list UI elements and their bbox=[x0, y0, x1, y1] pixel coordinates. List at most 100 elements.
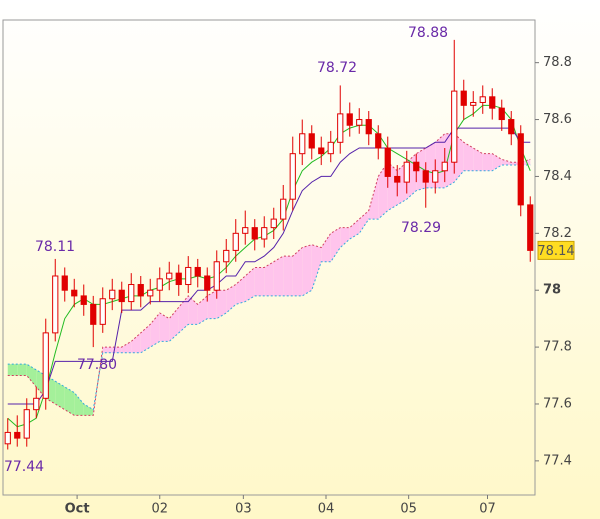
cloud-segment bbox=[292, 247, 303, 296]
y-tick-label: 78 bbox=[543, 283, 561, 298]
y-tick-label: 77.4 bbox=[543, 453, 572, 468]
candle-body bbox=[432, 170, 439, 183]
cloud-segment bbox=[159, 312, 170, 342]
candle-body bbox=[394, 175, 401, 183]
candle-body bbox=[33, 397, 40, 411]
cloud-segment bbox=[216, 290, 227, 319]
cloud-segment bbox=[102, 347, 113, 353]
plot-frame bbox=[2, 19, 536, 496]
candle-body bbox=[489, 96, 496, 109]
candle-body bbox=[508, 119, 515, 135]
candle-body bbox=[346, 113, 353, 126]
price-annotation: 78.29 bbox=[401, 220, 441, 236]
cloud-segment bbox=[83, 403, 94, 416]
candle-body bbox=[109, 289, 116, 300]
x-tick-label: 05 bbox=[400, 502, 417, 517]
x-tick-label: 03 bbox=[235, 502, 252, 517]
cloud-segment bbox=[7, 364, 18, 376]
x-tick-label: Oct bbox=[65, 502, 90, 517]
candle-body bbox=[470, 101, 477, 106]
cloud-edge bbox=[7, 164, 531, 411]
candle-body bbox=[270, 218, 277, 229]
candle-body bbox=[14, 431, 21, 439]
cloud-segment bbox=[169, 307, 179, 342]
price-annotation: 77.44 bbox=[4, 459, 44, 475]
candle-body bbox=[166, 272, 173, 280]
candle-body bbox=[356, 119, 363, 126]
cloud-segment bbox=[482, 153, 493, 171]
candle-body bbox=[479, 96, 486, 103]
cloud-segment bbox=[140, 324, 151, 353]
cloud-segment bbox=[273, 256, 284, 296]
cloud-segment bbox=[64, 386, 75, 416]
price-annotation: 78.11 bbox=[35, 239, 75, 255]
candle-body bbox=[185, 266, 192, 286]
candle-body bbox=[147, 289, 154, 297]
candle-body bbox=[384, 147, 391, 177]
candle-body bbox=[61, 275, 68, 291]
candle-body bbox=[118, 289, 125, 303]
candle-body bbox=[375, 133, 382, 149]
price-annotation: 78.88 bbox=[408, 25, 448, 41]
cloud-segment bbox=[188, 295, 198, 325]
cloud-segment bbox=[283, 256, 293, 296]
candle-body bbox=[498, 107, 505, 121]
last-price-box bbox=[537, 240, 575, 260]
candle-body bbox=[223, 249, 230, 263]
candle-body bbox=[4, 431, 11, 445]
candle-body bbox=[337, 113, 344, 143]
indicator-line bbox=[7, 127, 531, 405]
candle-body bbox=[232, 232, 239, 251]
cloud-segment bbox=[197, 295, 208, 325]
y-tick-label: 78.6 bbox=[543, 112, 572, 127]
cloud-segment bbox=[264, 261, 274, 296]
cloud-segment bbox=[501, 159, 512, 166]
candle-body bbox=[80, 295, 87, 305]
cloud-segment bbox=[349, 219, 360, 240]
cloud-segment bbox=[17, 364, 27, 376]
cloud-segment bbox=[359, 210, 369, 234]
cloud-segment bbox=[74, 392, 84, 416]
y-tick-label: 77.6 bbox=[543, 396, 572, 411]
cloud-segment bbox=[330, 227, 341, 262]
cloud-segment bbox=[131, 332, 141, 353]
candle-body bbox=[403, 161, 410, 183]
candle-body bbox=[23, 409, 30, 439]
candle-body bbox=[422, 170, 429, 183]
candle-body bbox=[517, 133, 524, 206]
candle-body bbox=[71, 289, 78, 297]
cloud-segment bbox=[235, 275, 246, 305]
candle-body bbox=[99, 298, 106, 325]
candle-body bbox=[318, 147, 325, 155]
candle-body bbox=[441, 161, 448, 172]
cloud-segment bbox=[463, 142, 474, 171]
candle-body bbox=[280, 198, 287, 220]
cloud-segment bbox=[55, 381, 65, 410]
candle-body bbox=[365, 119, 372, 135]
price-annotation: 77.80 bbox=[77, 357, 117, 373]
candle-body bbox=[137, 284, 144, 297]
cloud-segment bbox=[492, 153, 502, 171]
candle-body bbox=[90, 303, 97, 325]
cloud-segment bbox=[368, 176, 379, 220]
candle-body bbox=[42, 332, 49, 399]
cloud-segment bbox=[302, 244, 312, 296]
cloud-segment bbox=[226, 284, 236, 313]
cloud-segment bbox=[321, 233, 331, 262]
candle-body bbox=[261, 227, 268, 240]
y-tick-label: 78.8 bbox=[543, 55, 572, 70]
candle-body bbox=[213, 261, 220, 291]
candle-body bbox=[175, 272, 182, 286]
last-price-label: 78.14 bbox=[537, 244, 574, 259]
cloud-segment bbox=[245, 267, 255, 302]
candle-body bbox=[460, 90, 467, 106]
candle-body bbox=[128, 284, 135, 303]
x-tick-label: 02 bbox=[151, 502, 168, 517]
candle-body bbox=[194, 266, 201, 277]
cloud-segment bbox=[26, 364, 37, 387]
candle-body bbox=[451, 90, 458, 163]
cloud-edge bbox=[7, 133, 531, 416]
x-tick-label: 04 bbox=[318, 502, 335, 517]
y-tick-label: 77.8 bbox=[543, 340, 572, 355]
